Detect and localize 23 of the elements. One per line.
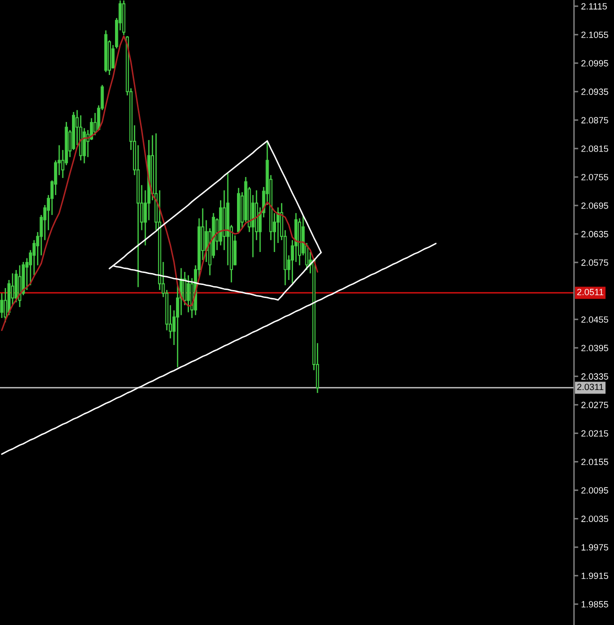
y-tick-label: 2.0335 bbox=[581, 373, 608, 380]
y-tick-label: 2.0635 bbox=[581, 230, 608, 238]
y-tick-label: 2.0755 bbox=[581, 174, 608, 180]
y-tick-label: 1.9915 bbox=[582, 572, 608, 580]
y-tick-label: 1.9975 bbox=[582, 544, 608, 551]
y-tick-label: 2.0035 bbox=[581, 516, 608, 522]
y-tick-label: 2.0575 bbox=[581, 259, 608, 266]
y-tick-label: 2.1055 bbox=[581, 32, 608, 38]
y-tick-label: 2.0995 bbox=[581, 60, 608, 66]
y-tick-label: 2.0455 bbox=[581, 316, 608, 323]
y-tick-label: 2.0095 bbox=[581, 487, 608, 494]
ref-line-label: 2.0311 bbox=[577, 384, 604, 390]
y-tick-label: 2.0275 bbox=[581, 402, 608, 408]
y-tick-label: 2.0395 bbox=[581, 344, 608, 352]
ref-line-label: 2.0511 bbox=[577, 288, 604, 296]
y-tick-label: 2.0695 bbox=[581, 202, 608, 209]
y-tick-label: 1.9855 bbox=[582, 601, 608, 608]
y-tick-label: 2.0155 bbox=[581, 458, 608, 466]
y-tick-label: 2.1115 bbox=[581, 3, 607, 10]
y-tick-label: 2.0875 bbox=[581, 117, 608, 124]
y-tick-label: 2.0215 bbox=[581, 430, 608, 437]
y-tick-label: 2.0935 bbox=[581, 88, 608, 95]
y-tick-label: 2.0815 bbox=[581, 146, 608, 152]
